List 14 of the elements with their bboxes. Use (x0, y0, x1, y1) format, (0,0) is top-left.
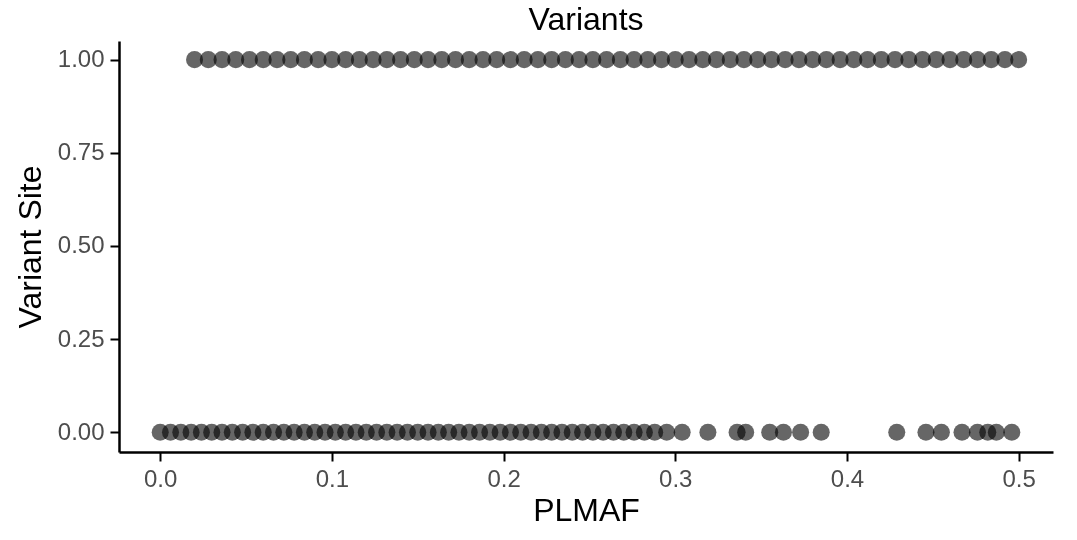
y-tick-label: 1.00 (57, 45, 105, 73)
y-tick-label: 0.75 (57, 138, 105, 166)
y-tick-label: 0.50 (57, 231, 105, 259)
y-tick-label: 0.00 (57, 417, 105, 445)
x-tick-label: 0.3 (659, 464, 693, 492)
x-tick-label: 0.4 (830, 464, 865, 492)
y-tick-label: 0.25 (57, 324, 105, 352)
chart-title: Variants (528, 1, 644, 37)
x-tick-label: 0.1 (315, 464, 350, 492)
x-tick-label: 0.0 (144, 464, 178, 492)
x-tick-label: 0.2 (487, 464, 521, 492)
x-axis-title: PLMAF (533, 491, 640, 528)
y-axis-title: Variant Site (11, 165, 48, 329)
x-tick-label: 0.5 (1002, 464, 1036, 492)
